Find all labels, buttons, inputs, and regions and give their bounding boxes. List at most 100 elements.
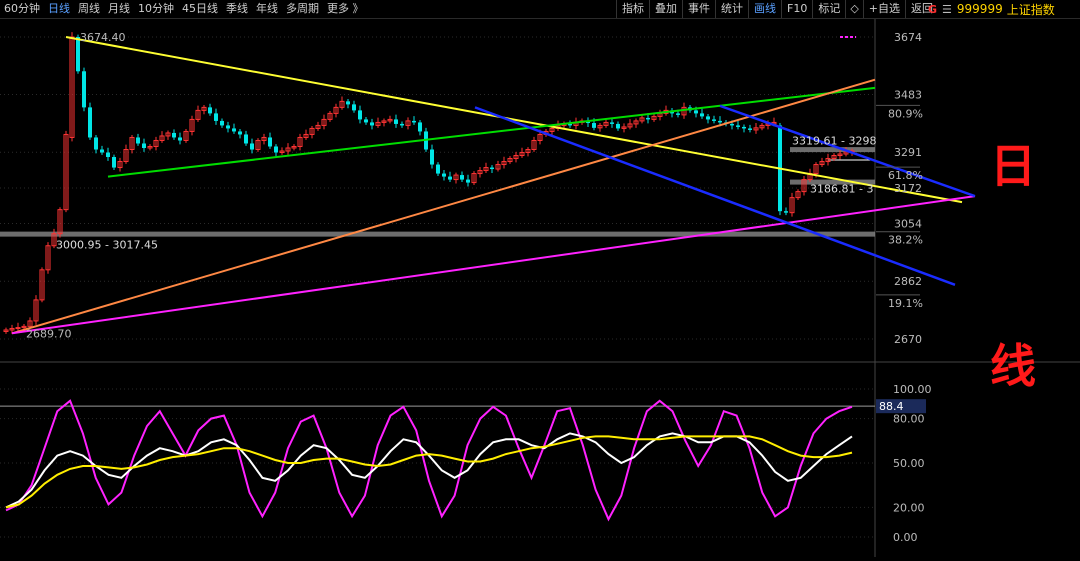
stock-info: G ☰ 999999 上证指数 xyxy=(928,0,1055,18)
candle-body xyxy=(123,148,129,163)
period-tab[interactable]: 更多 》 xyxy=(327,2,364,15)
candle-body xyxy=(700,113,704,117)
candle-body xyxy=(142,143,146,148)
candle-body xyxy=(250,143,254,150)
candle-body xyxy=(9,327,15,331)
tool-f10[interactable]: F10 xyxy=(781,0,812,18)
menu-icon[interactable]: ☰ xyxy=(942,2,952,16)
channel-blue-upper xyxy=(719,104,976,198)
overlay-char-top: 日 xyxy=(990,139,1036,193)
group-badge[interactable]: G xyxy=(928,2,938,16)
candle-body xyxy=(453,174,459,181)
candle-body xyxy=(568,123,572,126)
candle-body xyxy=(448,176,452,180)
candle-body xyxy=(15,327,21,330)
candle-body xyxy=(825,158,831,163)
band-mid-label: 3186.81 - 3 xyxy=(810,183,873,196)
indicator-tick-label: 0.00 xyxy=(893,531,918,544)
candle-body xyxy=(525,148,531,154)
price-tick-label: 3054 xyxy=(894,217,922,230)
candle-body xyxy=(442,173,446,177)
candle-body xyxy=(321,118,327,126)
candle-body xyxy=(813,164,819,175)
diamond-icon[interactable]: ◇ xyxy=(845,0,862,18)
candle-body xyxy=(88,107,92,138)
candle-body xyxy=(531,139,537,150)
candle-body xyxy=(501,161,507,166)
candle-body xyxy=(165,132,171,137)
add-watchlist-button[interactable]: +自选 xyxy=(862,0,905,18)
candle-body xyxy=(784,211,788,213)
candle-body xyxy=(195,109,201,120)
candle-body xyxy=(592,123,596,128)
candle-body xyxy=(646,117,650,120)
back-button[interactable]: 返回 xyxy=(905,0,938,18)
tool-draw-line[interactable]: 画线 xyxy=(748,0,781,18)
price-tick-label: 3172 xyxy=(894,182,922,195)
tool-statistics[interactable]: 统计 xyxy=(715,0,748,18)
candle-body xyxy=(483,167,489,172)
candle-body xyxy=(633,120,639,125)
tool-overlay[interactable]: 叠加 xyxy=(649,0,682,18)
indicator-line-yellow xyxy=(5,435,853,509)
fib-label: 61.8% xyxy=(888,169,923,182)
candle-body xyxy=(430,149,434,165)
candle-body xyxy=(381,120,387,123)
chart-area[interactable]: 3674.40 2689.70 3000.95 - 3017.45 3186.81 -… xyxy=(0,19,1080,557)
candle-body xyxy=(537,133,543,141)
candle-body xyxy=(303,133,309,138)
kline-chart[interactable]: 3674.40 2689.70 3000.95 - 3017.45 3186.81 -… xyxy=(0,19,1080,557)
candle-body xyxy=(364,119,368,123)
candle-body xyxy=(129,136,135,150)
candle-body xyxy=(309,127,315,135)
candle-body xyxy=(82,71,86,108)
period-tab[interactable]: 10分钟 xyxy=(138,2,174,15)
band-top-label: 3319.61 - 3298 xyxy=(792,134,876,147)
overlay-char-bottom: 线 xyxy=(990,339,1036,393)
indicator-line-magenta xyxy=(5,399,853,522)
candle-body xyxy=(147,145,153,149)
period-tab[interactable]: 日线 xyxy=(48,2,70,15)
candle-body xyxy=(718,120,722,123)
band-low-label: 3000.95 - 3017.45 xyxy=(56,239,158,252)
chart-tools: 指标 叠加 事件 统计 画线 F10 标记 ◇ +自选 返回 xyxy=(616,0,938,18)
period-tab[interactable]: 多周期 xyxy=(286,2,319,15)
candle-body xyxy=(418,122,422,132)
candle-body xyxy=(706,116,710,120)
period-tab[interactable]: 年线 xyxy=(256,2,278,15)
candle-body xyxy=(603,121,609,126)
candle-body xyxy=(610,122,614,124)
candle-body xyxy=(513,155,519,160)
candle-body xyxy=(76,37,80,72)
period-tab[interactable]: 季线 xyxy=(226,2,248,15)
candle-body xyxy=(214,113,218,121)
candle-body xyxy=(490,167,494,170)
candle-body xyxy=(21,325,27,329)
stock-code: 999999 xyxy=(956,2,1003,16)
period-tab[interactable]: 60分钟 xyxy=(4,2,40,15)
tool-indicator[interactable]: 指标 xyxy=(616,0,649,18)
candle-body xyxy=(39,269,45,301)
candle-body xyxy=(255,139,261,150)
candle-body xyxy=(352,104,356,111)
candle-body xyxy=(477,170,483,175)
period-tab[interactable]: 45日线 xyxy=(182,2,218,15)
candle-body xyxy=(436,164,440,174)
candle-body xyxy=(268,137,272,147)
candle-body xyxy=(279,150,285,154)
candle-body xyxy=(412,120,416,123)
trendline-yellow xyxy=(65,36,963,204)
candle-body xyxy=(172,132,176,138)
candle-body xyxy=(394,119,398,124)
candle-body xyxy=(94,137,98,150)
period-tab[interactable]: 月线 xyxy=(108,2,130,15)
candle-body xyxy=(795,191,801,199)
tool-mark[interactable]: 标记 xyxy=(812,0,845,18)
candle-body xyxy=(339,100,345,108)
tool-events[interactable]: 事件 xyxy=(682,0,715,18)
candle-body xyxy=(387,118,393,122)
candle-body xyxy=(346,101,350,105)
period-tab[interactable]: 周线 xyxy=(78,2,100,15)
candle-body xyxy=(136,137,140,144)
candle-body xyxy=(712,119,716,121)
